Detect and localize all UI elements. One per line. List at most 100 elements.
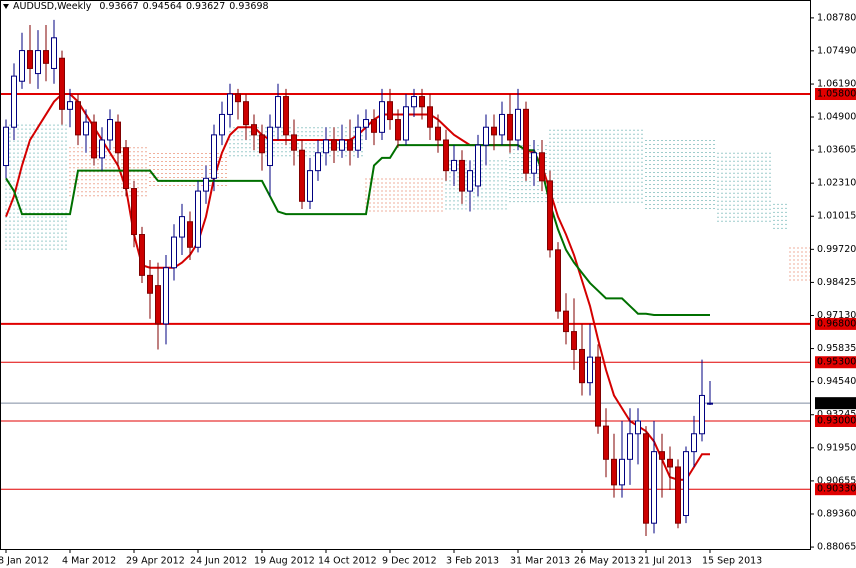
y-tick-label: 0.99720: [817, 244, 856, 255]
y-tick-label: 0.88065: [817, 542, 856, 553]
candle-body: [307, 170, 313, 202]
candle-body: [267, 126, 273, 167]
candle-body: [507, 113, 513, 141]
y-tick-label: 0.90655: [817, 475, 856, 486]
candle-body: [403, 106, 409, 141]
plot-border: [0, 0, 811, 550]
candle-body: [531, 152, 537, 174]
level-box: [815, 483, 856, 496]
candle-body: [483, 126, 489, 146]
candle-body: [35, 50, 41, 75]
candle-body: [83, 121, 89, 136]
candle-body: [635, 420, 641, 435]
y-tick-label: 1.07490: [817, 45, 856, 56]
x-tick-label: 31 Mar 2013: [510, 556, 570, 567]
candle-body: [227, 93, 233, 115]
candle-body: [611, 458, 617, 486]
x-tick-label: 8 Jan 2012: [0, 556, 49, 567]
x-tick-label: 3 Feb 2013: [446, 556, 499, 567]
level-label: 1.05800: [817, 89, 856, 100]
candle-body: [291, 134, 297, 151]
candle-body: [59, 57, 65, 110]
x-tick-label: 24 Jun 2012: [190, 556, 247, 567]
candle-body: [683, 451, 689, 517]
candle-body: [219, 113, 225, 136]
candle-body: [435, 126, 441, 141]
candle-body: [163, 267, 169, 325]
x-tick-label: 26 May 2013: [574, 556, 636, 567]
candle-body: [131, 188, 137, 236]
candle-body: [315, 152, 321, 172]
y-tick-label: 1.03605: [817, 145, 856, 156]
level-box: [815, 414, 856, 427]
candle-body: [51, 37, 57, 69]
open-value: 0.93667: [99, 1, 138, 12]
candle-body: [419, 96, 425, 108]
candle-body: [203, 177, 209, 192]
candle-body: [643, 433, 649, 524]
y-tick-label: 0.91950: [817, 442, 856, 453]
x-tick-label: 21 Jul 2013: [638, 556, 692, 567]
level-box: [815, 88, 856, 101]
candle-body: [443, 139, 449, 172]
current-price-box: [815, 397, 856, 410]
candle-body: [11, 75, 17, 128]
candle-body: [659, 451, 665, 460]
y-tick-label: 1.06190: [817, 79, 856, 90]
candle-body: [627, 433, 633, 460]
symbol: AUDUSD,Weekly: [13, 1, 92, 12]
candle-body: [579, 348, 585, 384]
close-value: 0.93698: [229, 1, 268, 12]
candle-body: [667, 458, 673, 468]
y-tick-label: 0.97130: [817, 310, 856, 321]
candle-body: [43, 50, 49, 64]
candle-body: [347, 139, 353, 151]
candle-body: [371, 119, 377, 133]
menu-arrow: [3, 4, 9, 9]
candle-body: [115, 121, 121, 154]
candle-body: [555, 249, 561, 312]
candle-body: [699, 394, 705, 435]
candle-body: [139, 234, 145, 276]
candle-body: [515, 108, 521, 141]
candle-body: [539, 152, 545, 182]
candle-body: [619, 458, 625, 486]
candle-body: [571, 331, 577, 350]
candle-body: [19, 50, 25, 82]
chart-title: AUDUSD,Weekly 0.93667 0.94564 0.93627 0.9369…: [13, 1, 269, 12]
level-box: [815, 317, 856, 330]
candle-body: [299, 149, 305, 202]
level-label: 0.96800: [817, 318, 856, 329]
candle-body: [259, 134, 265, 154]
y-tick-label: 1.01015: [817, 211, 856, 222]
candle-body: [499, 113, 505, 136]
level-label: 0.95300: [817, 357, 856, 368]
candle-body: [171, 236, 177, 269]
y-tick-label: 1.02310: [817, 178, 856, 189]
candle-body: [491, 126, 497, 136]
candle-body: [427, 106, 433, 128]
candle-body: [91, 121, 97, 159]
y-tick-label: 1.04900: [817, 111, 856, 122]
candle-body: [563, 310, 569, 333]
candle-body: [283, 96, 289, 136]
candle-body: [411, 96, 417, 108]
level-label: 0.93000: [817, 415, 856, 426]
candle-body: [595, 356, 601, 427]
candle-body: [155, 285, 161, 325]
candle-body: [691, 433, 697, 453]
candle-body: [339, 139, 345, 151]
x-tick-label: 9 Dec 2012: [382, 556, 437, 567]
candle-body: [451, 159, 457, 172]
candle-body: [387, 101, 393, 121]
level-label: 0.90330: [817, 484, 856, 495]
candle-body: [211, 134, 217, 179]
candle-body: [331, 139, 337, 151]
candle-body: [355, 126, 361, 151]
y-tick-label: 0.95835: [817, 343, 856, 354]
x-tick-label: 14 Oct 2012: [318, 556, 377, 567]
level-box: [815, 356, 856, 369]
candle-body: [27, 50, 33, 69]
candle-body: [603, 425, 609, 460]
